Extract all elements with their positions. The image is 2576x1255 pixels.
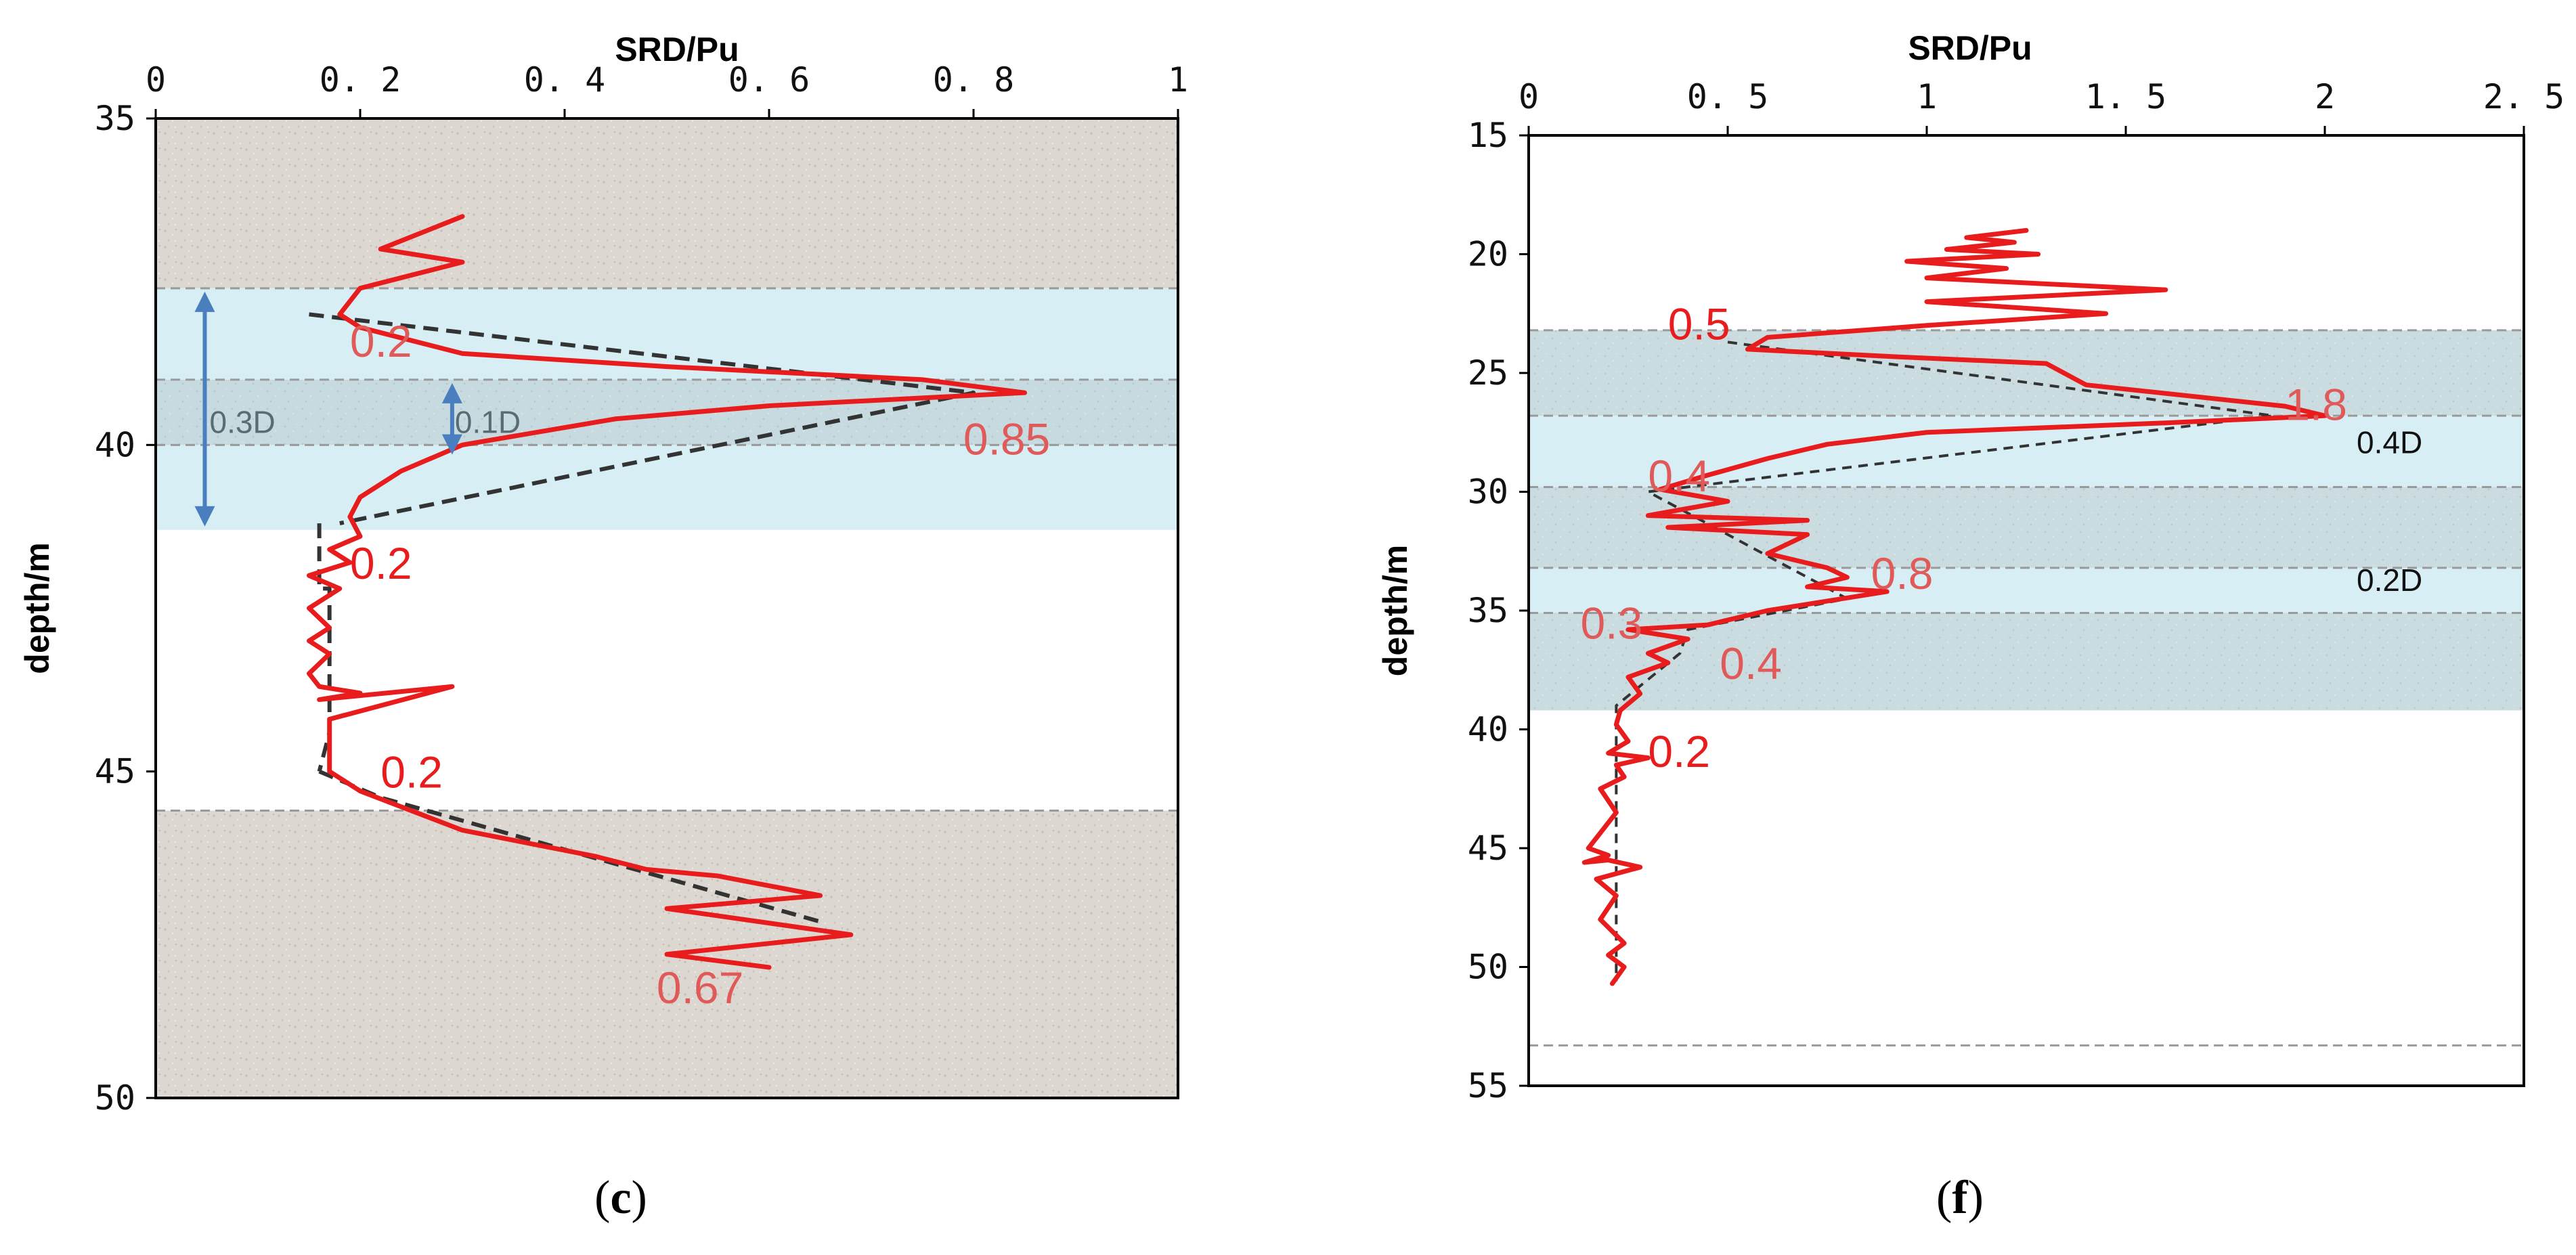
value-label-6: 0.2 xyxy=(1648,726,1710,776)
trend-line-0 xyxy=(1615,340,2275,982)
y-tick-label-4: 35 xyxy=(1468,591,1508,630)
dimension-label-0: 0.4D xyxy=(2357,424,2422,460)
x-tick-label-3: 1. 5 xyxy=(2085,77,2166,116)
x-axis-title-c: SRD/Pu xyxy=(615,30,739,68)
value-label-1: 0.85 xyxy=(963,414,1050,464)
value-label-2: 0.4 xyxy=(1648,451,1710,501)
trend-lines-c xyxy=(309,312,976,924)
dimension-label-0: 0.3D xyxy=(210,405,276,440)
y-axis-title-f: depth/m xyxy=(1376,545,1414,676)
caption-c: (c) xyxy=(594,1172,647,1224)
y-tick-label-2: 45 xyxy=(95,752,135,791)
chart-c: 0 0. 2 0. 4 0. 6 0. 8 1 35 40 45 50 SRD/Pu depth/… xyxy=(18,30,1188,1224)
y-tick-label-0: 15 xyxy=(1468,116,1508,155)
value-label-5: 0.4 xyxy=(1720,638,1782,688)
dimension-label-1: 0.1D xyxy=(455,405,521,440)
x-tick-label-0: 0 xyxy=(146,60,166,100)
value-label-2: 0.2 xyxy=(350,538,412,588)
x-tick-label-1: 0. 2 xyxy=(320,60,401,100)
layer-boundaries-c xyxy=(156,287,1178,812)
axis-ticks-f: 0 0. 5 1 1. 5 2 2. 5 15 20 25 30 35 40 45 50 55 xyxy=(1468,77,2564,1105)
series-line-0 xyxy=(1581,227,2328,986)
y-tick-label-5: 40 xyxy=(1468,710,1508,749)
x-axis-title-f: SRD/Pu xyxy=(1908,29,2032,67)
series-f xyxy=(1581,227,2328,986)
x-tick-label-0: 0 xyxy=(1519,77,1539,116)
value-label-1: 1.8 xyxy=(2285,380,2347,430)
trend-line-2 xyxy=(318,769,821,924)
y-tick-label-1: 20 xyxy=(1468,235,1508,274)
x-tick-label-5: 1 xyxy=(1168,60,1188,100)
value-label-0: 0.2 xyxy=(350,316,412,366)
x-tick-label-2: 0. 4 xyxy=(524,60,605,100)
series-line-0 xyxy=(307,214,1027,970)
y-tick-label-3: 50 xyxy=(95,1078,135,1118)
layer-sand-0 xyxy=(156,118,1178,288)
y-tick-label-0: 35 xyxy=(95,99,135,138)
x-tick-label-1: 0. 5 xyxy=(1687,77,1768,116)
x-tick-label-2: 1 xyxy=(1917,77,1937,116)
x-tick-label-5: 2. 5 xyxy=(2483,77,2564,116)
y-tick-label-3: 30 xyxy=(1468,472,1508,512)
value-label-4: 0.3 xyxy=(1580,598,1642,648)
y-tick-label-7: 50 xyxy=(1468,948,1508,987)
value-label-0: 0.5 xyxy=(1668,299,1730,349)
y-axis-title-c: depth/m xyxy=(18,542,56,674)
value-label-3: 0.2 xyxy=(380,747,443,797)
y-tick-label-8: 55 xyxy=(1468,1066,1508,1105)
layer-boundaries-f xyxy=(1529,329,2524,1047)
series-c xyxy=(307,214,1027,970)
trend-line-0 xyxy=(309,312,976,526)
layer-clay-0 xyxy=(1529,330,2524,416)
dimension-label-1: 0.2D xyxy=(2357,563,2422,598)
trend-line-1 xyxy=(317,523,332,772)
y-tick-label-2: 25 xyxy=(1468,353,1508,393)
x-tick-label-4: 0. 8 xyxy=(933,60,1014,100)
y-tick-label-6: 45 xyxy=(1468,829,1508,868)
value-label-4: 0.67 xyxy=(657,963,743,1013)
axis-ticks-c: 0 0. 2 0. 4 0. 6 0. 8 1 35 40 45 50 xyxy=(95,60,1188,1118)
layer-water-3 xyxy=(1529,567,2524,613)
y-tick-label-1: 40 xyxy=(95,425,135,464)
value-label-3: 0.8 xyxy=(1871,548,1934,598)
value-labels-c: 0.2 0.85 0.2 0.2 0.67 xyxy=(350,316,1050,1013)
x-tick-label-4: 2 xyxy=(2315,77,2335,116)
caption-f: (f) xyxy=(1936,1172,1984,1224)
chart-f: 0 0. 5 1 1. 5 2 2. 5 15 20 25 30 35 40 45 50 55 SRD/Pu… xyxy=(1376,29,2564,1224)
soil-layers-c xyxy=(156,118,1178,1098)
x-tick-label-3: 0. 6 xyxy=(728,60,810,100)
plot-frame-c xyxy=(154,117,1179,1099)
trend-lines-f xyxy=(1615,340,2275,982)
dimension-markers-f: 0.4D 0.2D xyxy=(2357,424,2422,598)
value-labels-f: 0.51.80.40.80.30.40.2 xyxy=(1580,299,2347,776)
dimension-markers-c: 0.3D 0.1D xyxy=(194,291,521,527)
